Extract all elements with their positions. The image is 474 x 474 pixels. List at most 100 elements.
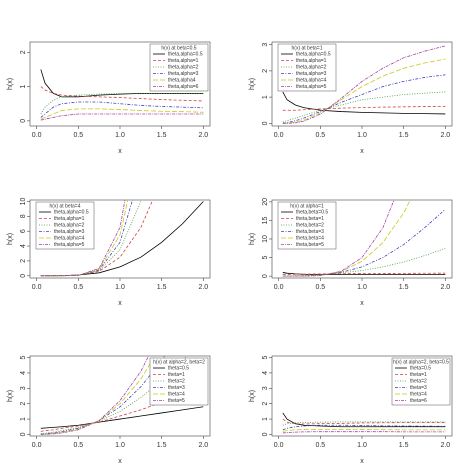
legend-label: theta,alpha=2: [168, 64, 199, 70]
x-tick-label: 1.0: [115, 284, 125, 291]
legend-label: theta,alpha=0.5: [54, 209, 89, 215]
legend-label: theta,alpha=4: [296, 77, 327, 83]
line-series: [40, 108, 204, 120]
y-tick-label: 2: [20, 259, 27, 263]
legend-label: theta=3: [410, 385, 427, 391]
x-tick-label: 0.0: [32, 284, 42, 291]
line-series: [282, 272, 446, 276]
line-series: [40, 86, 204, 102]
y-tick-label: 10: [262, 235, 269, 243]
line-series: [40, 93, 204, 115]
panel: 0.0 0.5 1.0 1.5 2.0 0 1 2 3 4 5 x h(x) h(x) at alpha=…: [7, 355, 211, 465]
legend-title: h(x) at beta=4: [50, 203, 81, 209]
legend-label: theta,alpha=1: [296, 58, 327, 64]
line-series: [282, 421, 446, 426]
x-tick-label: 0.0: [32, 132, 42, 139]
x-tick-label: 2.0: [440, 132, 450, 139]
legend: h(x) at beta=0.5theta,alpha=0.5theta,alp…: [149, 43, 209, 92]
x-tick-label: 1.0: [357, 132, 367, 139]
x-tick-label: 1.0: [115, 132, 125, 139]
legend-label: theta,alpha=0.5: [296, 51, 331, 57]
legend-label: theta=2: [168, 378, 185, 384]
y-tick-label: 0: [20, 119, 27, 123]
legend-label: theta=3: [168, 385, 185, 391]
legend-label: theta=2: [410, 378, 427, 384]
legend-label: theta,alpha=1: [168, 58, 199, 64]
line-series: [282, 91, 446, 123]
y-tick-label: 2: [262, 69, 269, 73]
y-tick-label: 10: [20, 197, 27, 205]
y-tick-label: 0: [20, 274, 27, 278]
y-tick-label: 1: [20, 85, 27, 89]
line-series: [40, 113, 204, 121]
legend-label: theta,beta=5: [296, 242, 324, 248]
y-tick-label: 3: [20, 386, 27, 390]
legend-label: theta=0.5: [168, 365, 189, 371]
y-axis-label: h(x): [7, 233, 14, 245]
legend-label: theta=5: [168, 398, 185, 404]
legend-label: theta,beta=3: [296, 229, 324, 235]
legend: h(x) at alpha=2, beta=0.5theta=0.5theta=…: [391, 357, 451, 406]
legend-label: theta,alpha=3: [168, 71, 199, 77]
x-axis-label: x: [118, 148, 122, 155]
line-series: [282, 200, 395, 277]
x-tick-label: 0.0: [32, 442, 42, 449]
panel: 0.0 0.5 1.0 1.5 2.0 0 2 4 6 8 10 x h(x) h(x) at beta=…: [7, 197, 211, 307]
legend-box: [35, 201, 95, 250]
panel: 0.0 0.5 1.0 1.5 2.0 0 1 2 3 4 5 x h(x) h(x) at alpha=…: [249, 355, 453, 465]
line-series: [282, 431, 446, 434]
line-series: [40, 69, 204, 98]
legend: h(x) at alpha=1theta,beta=0.5theta,beta=…: [277, 201, 337, 250]
y-tick-label: 5: [262, 256, 269, 260]
x-tick-label: 0.5: [315, 132, 325, 139]
x-tick-label: 1.5: [399, 132, 409, 139]
y-tick-label: 0: [262, 274, 269, 278]
line-series: [282, 91, 446, 115]
x-tick-label: 2.0: [198, 284, 208, 291]
legend-box: [149, 43, 209, 92]
y-axis-label: h(x): [7, 78, 14, 90]
x-tick-label: 1.5: [399, 442, 409, 449]
x-axis-label: x: [118, 300, 122, 307]
y-tick-label: 20: [262, 198, 269, 206]
y-axis-label: h(x): [249, 233, 256, 245]
legend-box: [391, 357, 451, 406]
legend-label: theta,alpha=3: [296, 71, 327, 77]
legend-label: theta=0.5: [410, 365, 431, 371]
y-tick-label: 1: [262, 417, 269, 421]
x-tick-label: 1.5: [157, 284, 167, 291]
legend-label: theta,alpha=0.5: [168, 51, 203, 57]
legend-title: h(x) at alpha=2, beta=0.5: [393, 359, 449, 365]
legend-label: theta,alpha=4: [54, 235, 85, 241]
legend-label: theta,alpha=5: [296, 84, 327, 90]
legend: h(x) at alpha=2, beta=2theta=0.5theta=1t…: [149, 357, 209, 406]
y-tick-label: 8: [20, 214, 27, 218]
legend-title: h(x) at alpha=1: [290, 203, 324, 209]
y-tick-label: 4: [20, 244, 27, 248]
legend-box: [277, 201, 337, 250]
x-tick-label: 1.5: [399, 284, 409, 291]
y-tick-label: 2: [262, 402, 269, 406]
panel: 0.0 0.5 1.0 1.5 2.0 0 5 10 15 20 x h(x) h(x) at alph…: [249, 198, 453, 307]
line-series: [40, 406, 204, 429]
line-series: [40, 356, 156, 435]
line-series: [40, 356, 149, 435]
line-series: [282, 412, 446, 428]
line-series: [282, 74, 446, 124]
legend-label: theta,alpha=1: [54, 216, 85, 222]
y-axis-label: h(x): [249, 390, 256, 402]
legend-label: theta=1: [410, 372, 427, 378]
legend-label: theta,beta=4: [296, 235, 324, 241]
legend: h(x) at beta=4theta,alpha=0.5theta,alpha…: [35, 201, 95, 250]
line-series: [282, 247, 446, 277]
legend-label: theta,beta=1: [296, 216, 324, 222]
x-tick-label: 1.0: [357, 284, 367, 291]
line-series: [282, 105, 446, 111]
y-tick-label: 6: [20, 229, 27, 233]
x-tick-label: 0.0: [274, 442, 284, 449]
x-tick-label: 0.5: [73, 132, 83, 139]
x-axis-label: x: [360, 300, 364, 307]
x-tick-label: 0.0: [274, 132, 284, 139]
y-tick-label: 2: [20, 402, 27, 406]
